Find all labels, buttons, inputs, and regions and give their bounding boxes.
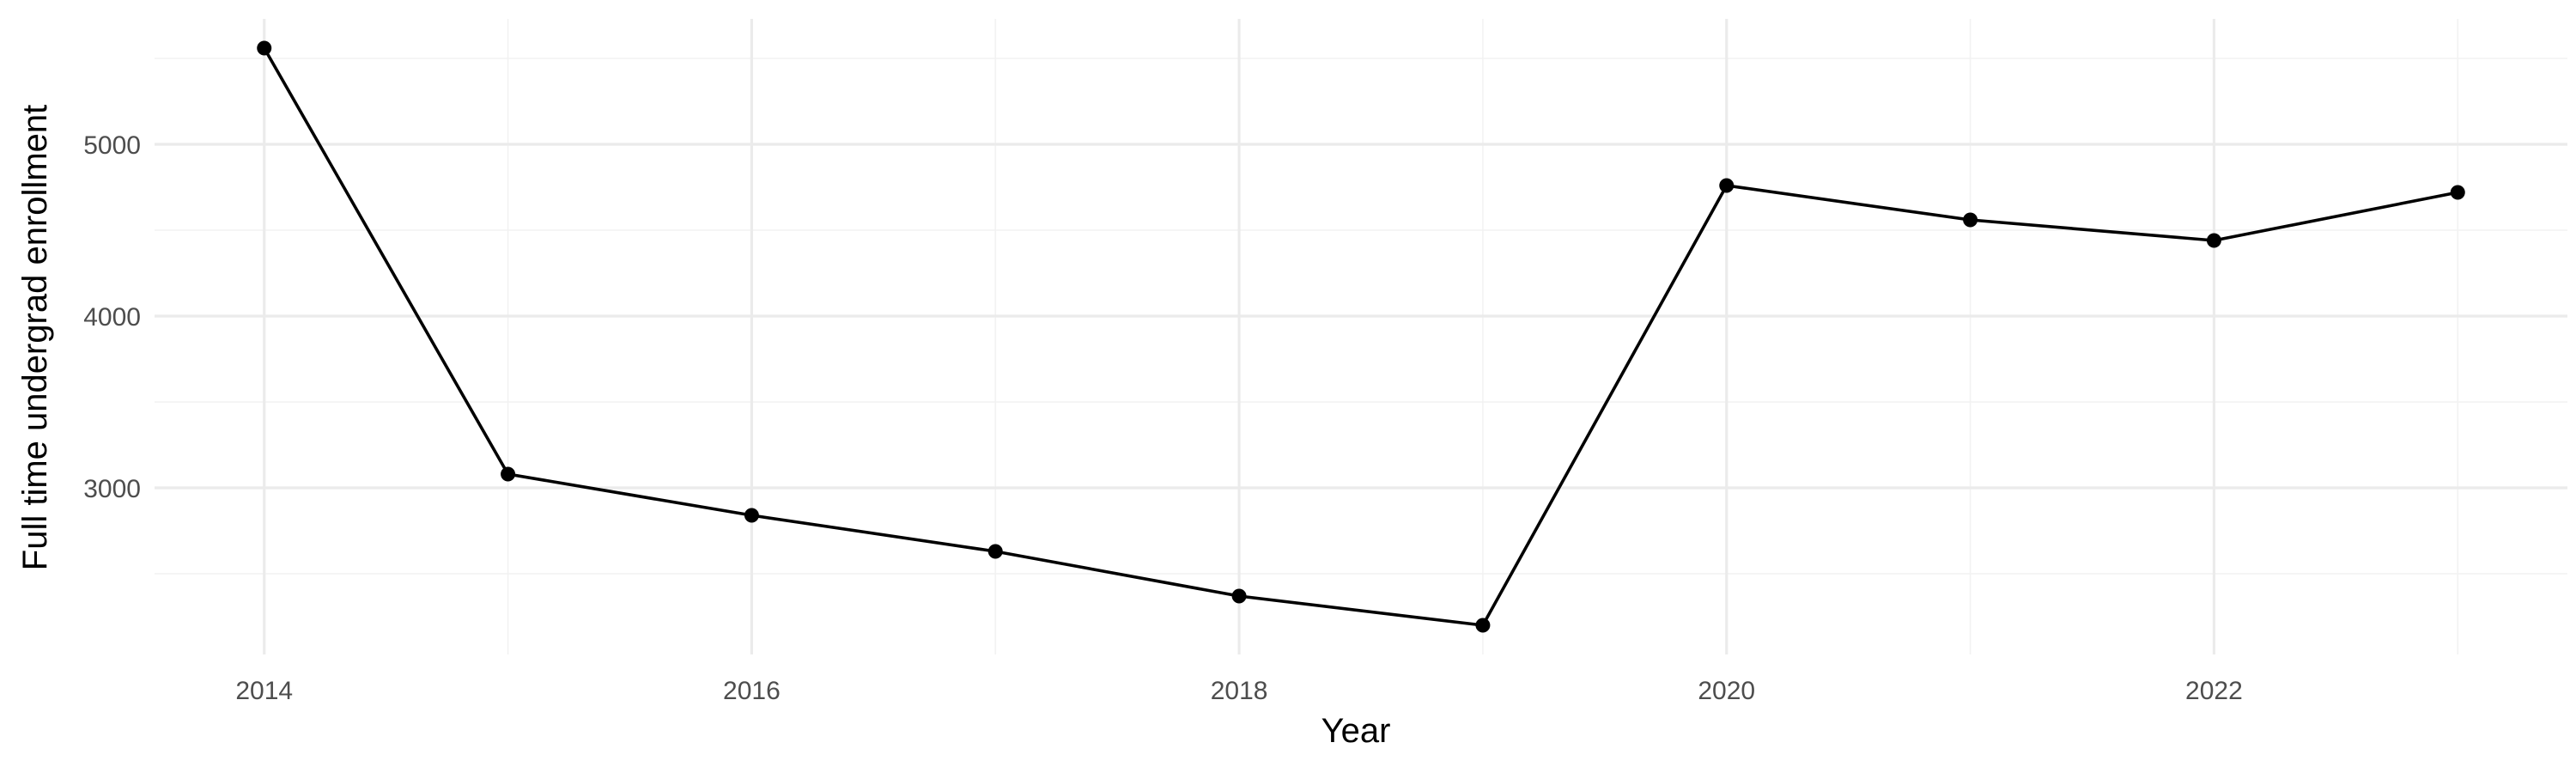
x-tick-label: 2020 xyxy=(1698,677,1755,705)
x-tick-label: 2014 xyxy=(235,677,293,705)
x-axis-ticks: 2014 2016 2018 2020 2022 xyxy=(235,677,2242,705)
series-line xyxy=(263,47,2458,627)
data-point xyxy=(257,40,272,56)
data-point xyxy=(2450,185,2465,200)
y-axis-ticks: 3000 4000 5000 xyxy=(83,131,141,503)
grid xyxy=(155,19,2567,654)
data-point xyxy=(2206,233,2221,248)
x-tick-label: 2018 xyxy=(1211,677,1268,705)
x-axis-title: Year xyxy=(1321,712,1391,750)
x-tick-label: 2016 xyxy=(723,677,781,705)
x-tick-label: 2022 xyxy=(2185,677,2243,705)
data-point xyxy=(987,544,1003,559)
y-tick-label: 3000 xyxy=(83,475,141,503)
y-tick-label: 5000 xyxy=(83,131,141,160)
data-point xyxy=(501,466,516,482)
data-point xyxy=(1963,212,1978,228)
data-point xyxy=(1475,618,1491,633)
data-point xyxy=(744,508,759,523)
data-point xyxy=(1231,588,1247,604)
y-axis-title: Full time undergrad enrollment xyxy=(16,105,54,570)
data-point xyxy=(1719,178,1735,193)
series-line-layer xyxy=(263,47,2458,627)
data-points xyxy=(257,40,2465,633)
y-tick-label: 4000 xyxy=(83,303,141,332)
